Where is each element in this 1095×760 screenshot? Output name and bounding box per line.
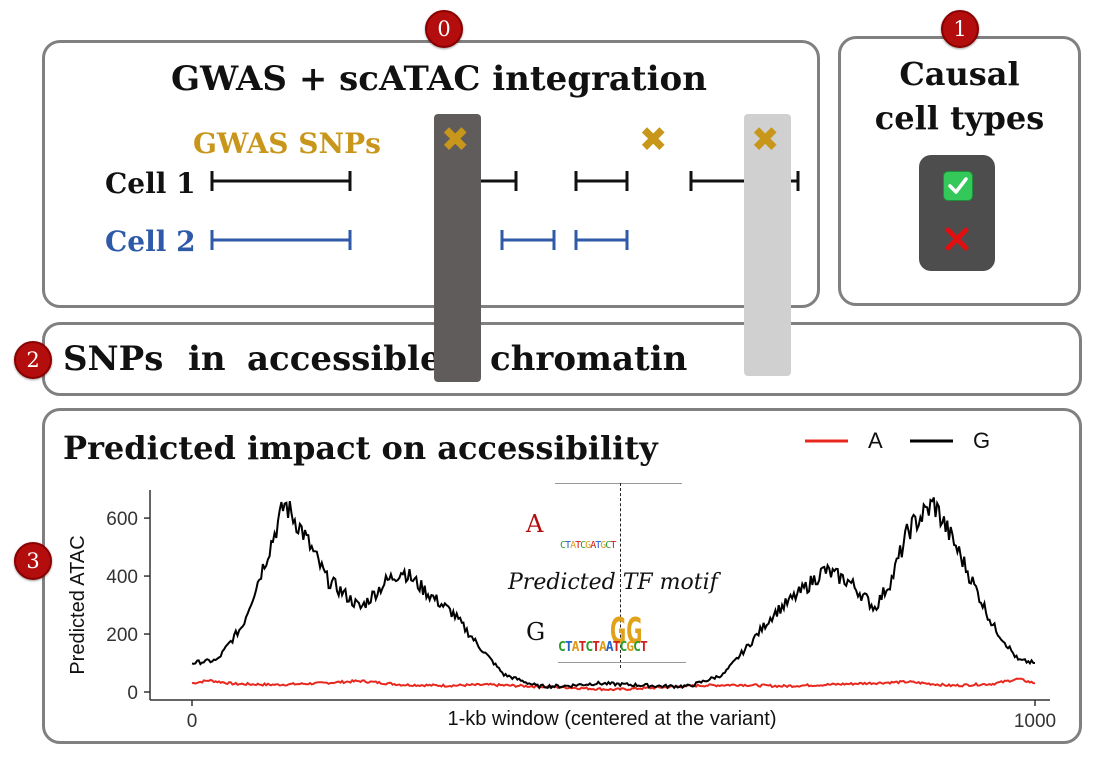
predicted-impact-panel: Predicted impact on accessibility bbox=[42, 408, 1082, 744]
cell-2-peaks bbox=[210, 230, 629, 250]
gwas-snp-marker-3: ✖ bbox=[751, 120, 780, 160]
cell-1-label: Cell 1 bbox=[105, 167, 196, 200]
gwas-snp-marker-2: ✖ bbox=[639, 120, 668, 160]
legend-a-label: A bbox=[868, 428, 883, 453]
chromatin-word: chromatin bbox=[490, 339, 688, 379]
cell-type-status-box bbox=[919, 155, 995, 271]
causal-cell-types-panel: Causal cell types bbox=[838, 36, 1081, 306]
snps-in-accessible-chromatin-panel: SNPs in accessible chromatin bbox=[42, 322, 1082, 396]
step-badge-0: 0 bbox=[425, 10, 463, 48]
accessible-snp-highlight bbox=[434, 114, 481, 382]
peak-track bbox=[210, 171, 800, 250]
inaccessible-snp-highlight bbox=[744, 114, 791, 376]
check-mark-icon bbox=[943, 171, 973, 201]
panel-title: GWAS + scATAC integration bbox=[171, 59, 707, 99]
panel-title: Predicted impact on accessibility bbox=[63, 429, 658, 467]
snps-word: SNPs bbox=[63, 339, 164, 379]
red-x-icon bbox=[943, 225, 971, 253]
step-badge-2: 2 bbox=[14, 341, 52, 379]
cell-2-label: Cell 2 bbox=[105, 225, 196, 258]
cell-1-peaks bbox=[210, 171, 800, 191]
legend-g-label: G bbox=[973, 428, 991, 453]
causal-title-line-1: Causal bbox=[899, 55, 1020, 93]
accessible-word: accessible bbox=[247, 339, 442, 379]
step-badge-1: 1 bbox=[941, 10, 979, 48]
step-badge-3: 3 bbox=[14, 542, 52, 580]
gwas-scatac-panel: GWAS + scATAC integration GWAS SNPs Cell… bbox=[42, 40, 820, 308]
in-word: in bbox=[188, 339, 226, 379]
gwas-snps-label: GWAS SNPs bbox=[193, 127, 381, 160]
causal-title-line-2: cell types bbox=[874, 99, 1045, 137]
gwas-snp-marker-1: ✖ bbox=[441, 120, 470, 160]
